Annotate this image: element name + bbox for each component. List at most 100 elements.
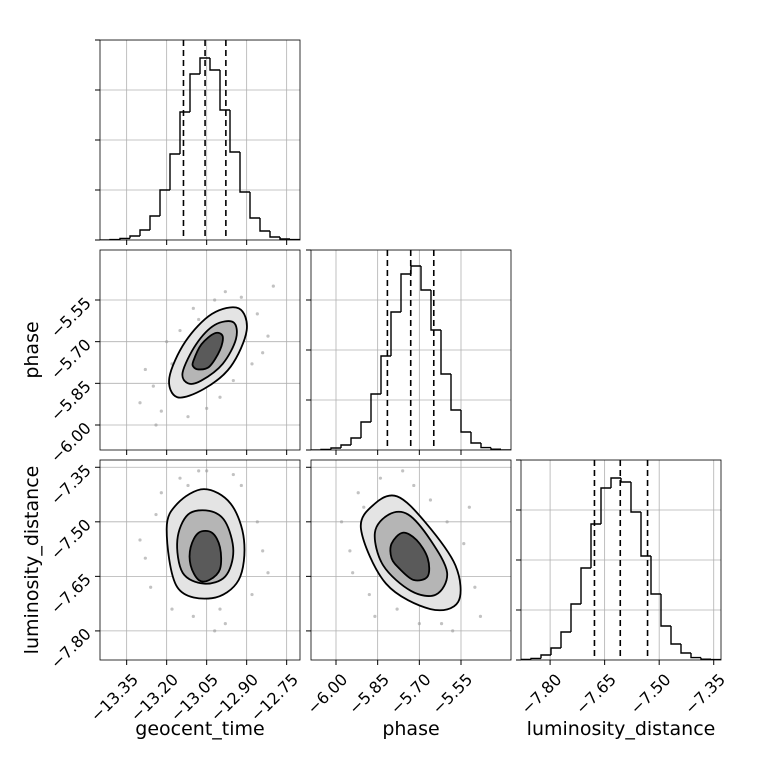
- histogram-step: [189, 73, 200, 112]
- x-tick-label: −7.35: [681, 670, 729, 718]
- sample-point: [178, 328, 182, 333]
- histogram-step: [239, 152, 250, 193]
- histogram-step: [480, 443, 491, 449]
- histogram-step: [199, 57, 210, 74]
- sample-point: [159, 409, 163, 413]
- histogram-step: [700, 657, 711, 660]
- histogram-step: [660, 594, 671, 627]
- x-axis-label: geocent_time: [135, 718, 264, 740]
- histogram-step: [330, 447, 341, 450]
- x-tick-label: −7.50: [626, 670, 674, 718]
- panel-frame: [99, 249, 301, 451]
- sample-point: [151, 384, 155, 388]
- histogram-step: [139, 229, 150, 236]
- sample-point: [271, 284, 275, 288]
- sample-point: [462, 542, 466, 546]
- histogram-step: [640, 512, 651, 557]
- histogram-step: [500, 449, 511, 450]
- panel-frame: [99, 459, 301, 661]
- histogram-step: [289, 238, 300, 240]
- sample-point: [205, 469, 209, 473]
- sample-point: [191, 614, 195, 618]
- histogram-step: [209, 58, 220, 71]
- histogram-step: [129, 235, 140, 239]
- sample-point: [223, 290, 227, 294]
- sample-point: [223, 622, 227, 626]
- sample-point: [186, 415, 190, 419]
- sample-point: [428, 498, 433, 502]
- sample-point: [395, 607, 399, 611]
- y-tick-label: −7.35: [47, 461, 95, 509]
- histogram-step: [340, 444, 351, 448]
- panel-frame: [99, 39, 301, 241]
- sample-point: [261, 351, 265, 355]
- histogram-step: [350, 437, 361, 445]
- histogram-step: [620, 478, 631, 483]
- sample-point: [178, 476, 182, 480]
- panel-frame: [310, 249, 512, 451]
- sample-point: [239, 483, 243, 488]
- sample-point: [401, 469, 405, 473]
- contour: [389, 531, 431, 582]
- y-axis-label: luminosity_distance: [21, 466, 43, 655]
- y-tick-label: −7.50: [47, 515, 95, 563]
- histogram-step: [460, 410, 471, 433]
- sample-point: [417, 622, 421, 626]
- y-tick-label: −5.85: [47, 377, 95, 425]
- plot-area: [311, 250, 511, 450]
- y-axis-label: phase: [21, 321, 43, 378]
- histogram-step: [229, 110, 240, 153]
- sample-point: [154, 512, 158, 517]
- contour: [191, 331, 224, 371]
- sample-point: [213, 298, 217, 302]
- sample-point: [218, 607, 222, 611]
- histogram-step: [610, 477, 621, 488]
- sample-point: [348, 549, 352, 553]
- histogram-step: [149, 215, 160, 230]
- histogram-step: [269, 231, 280, 238]
- sample-point: [186, 483, 190, 488]
- y-tick-label: −6.00: [47, 418, 95, 466]
- y-tick-label: −5.55: [47, 293, 95, 341]
- sample-point: [143, 556, 147, 560]
- plot-area: [311, 460, 511, 660]
- sample-point: [191, 306, 195, 310]
- x-tick-label: −6.00: [303, 670, 351, 718]
- sample-point: [213, 629, 217, 633]
- x-tick-label: −5.55: [428, 670, 476, 718]
- sample-point: [266, 571, 270, 575]
- histogram-step: [370, 393, 381, 422]
- sample-point: [339, 520, 344, 524]
- histogram-step: [530, 657, 541, 660]
- sample-point: [250, 362, 254, 366]
- histogram-step: [279, 237, 290, 240]
- histogram-step: [470, 432, 481, 444]
- sample-point: [138, 538, 142, 542]
- sample-point: [154, 423, 158, 427]
- y-tick-label: −5.70: [47, 335, 95, 383]
- sample-point: [170, 607, 174, 611]
- sample-point: [478, 614, 483, 618]
- plot-area: [100, 250, 300, 450]
- sample-point: [351, 571, 355, 575]
- sample-point: [439, 622, 444, 626]
- sample-point: [218, 395, 222, 399]
- sample-point: [231, 472, 235, 477]
- sample-point: [197, 469, 201, 473]
- sample-point: [378, 476, 383, 480]
- histogram-step: [259, 218, 270, 232]
- sample-point: [367, 592, 371, 597]
- histogram-step: [450, 374, 461, 411]
- contour: [188, 530, 223, 583]
- histogram-step: [169, 153, 180, 190]
- histogram-step: [570, 603, 581, 632]
- x-tick-label: −5.85: [345, 670, 393, 718]
- sample-point: [255, 520, 259, 524]
- sample-point: [239, 295, 243, 299]
- sample-point: [197, 317, 201, 322]
- sample-point: [451, 629, 455, 633]
- plot-area: [100, 460, 300, 660]
- sample-point: [473, 585, 477, 589]
- sample-point: [261, 549, 265, 553]
